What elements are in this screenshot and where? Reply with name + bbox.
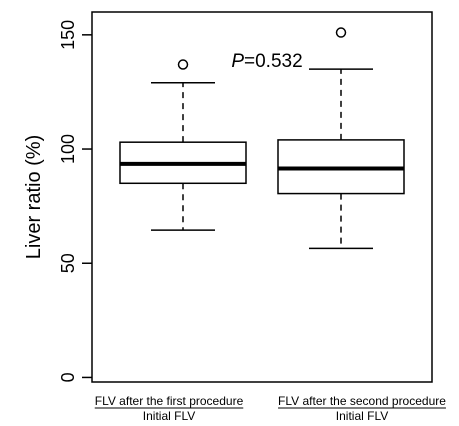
box-group-1 — [119, 59, 247, 231]
y-axis: 0 50 100 150 — [58, 20, 92, 382]
y-tick-label-100: 100 — [58, 134, 78, 164]
p-value-symbol: P — [231, 51, 244, 72]
x-label-denominator: Initial FLV — [143, 409, 195, 423]
p-value-text: =0.532 — [244, 51, 303, 72]
plot-frame — [91, 11, 433, 383]
outlier-point — [335, 27, 347, 38]
y-tick-label-50: 50 — [58, 253, 78, 273]
x-label-denominator: Initial FLV — [336, 409, 388, 423]
box-group-2 — [277, 27, 405, 250]
box-plots — [119, 27, 405, 250]
outlier-point — [177, 59, 189, 70]
y-tick-label-0: 0 — [58, 372, 78, 382]
x-label-numerator: FLV after the second procedure — [278, 394, 446, 408]
x-label-numerator: FLV after the first procedure — [95, 394, 244, 408]
y-tick-label-150: 150 — [58, 20, 78, 50]
p-value-annotation: P=0.532 — [231, 51, 302, 72]
y-axis-label: Liver ratio (%) — [23, 135, 45, 259]
